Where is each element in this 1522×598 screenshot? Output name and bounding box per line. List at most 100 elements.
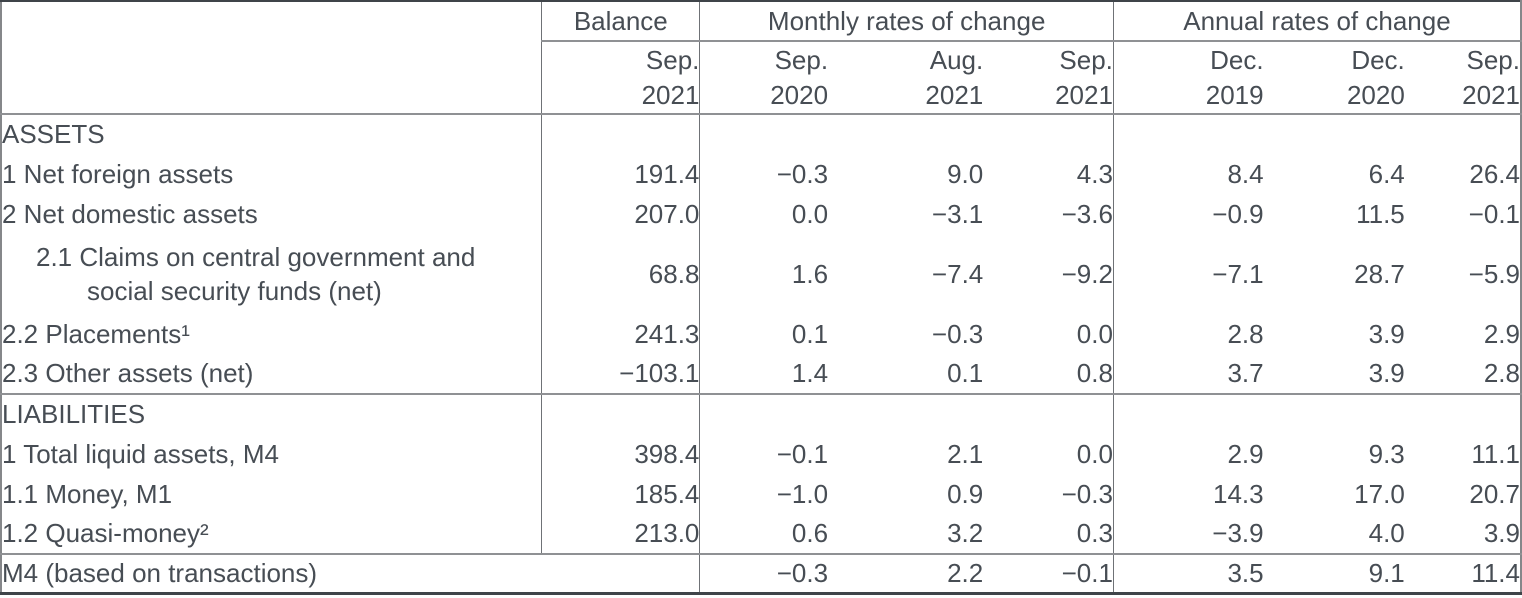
- col-header-monthly-2: Aug. 2021: [828, 41, 984, 115]
- section-row-liabilities: LIABILITIES: [1, 393, 1521, 434]
- cell-annual-1: −7.1: [1112, 234, 1264, 314]
- section-label: ASSETS: [2, 119, 105, 149]
- table-row: 2 Net domestic assets 207.0 0.0 −3.1 −3.…: [1, 194, 1521, 234]
- corner-cell: [1, 1, 542, 115]
- row-label: 2.3 Other assets (net): [2, 358, 254, 388]
- period-month: Dec.: [1210, 44, 1264, 75]
- cell-monthly-3: 0.0: [1076, 318, 1113, 349]
- table-body: ASSETS 1 Net foreign assets 191.4 −0.3 9…: [1, 114, 1521, 554]
- table-row: 1 Total liquid assets, M4 398.4 −0.1 2.1…: [1, 434, 1521, 474]
- cell-annual-3: 11.1: [1471, 438, 1520, 469]
- cell-monthly-2: 0.9: [947, 478, 984, 509]
- period-month: Dec.: [1351, 44, 1405, 75]
- period-year: 2020: [1346, 79, 1405, 110]
- period-month: Sep.: [774, 44, 829, 75]
- cell-monthly-1: −0.3: [699, 154, 829, 194]
- cell-monthly-1: −1.0: [699, 474, 829, 514]
- cell-monthly-3: −9.2: [1061, 258, 1113, 289]
- group-header-row: Balance Monthly rates of change Annual r…: [1, 1, 1521, 115]
- col-header-monthly-3: Sep. 2021: [983, 41, 1114, 115]
- col-header-monthly-1: Sep. 2020: [699, 41, 829, 115]
- cell-monthly-2: 2.1: [947, 438, 984, 469]
- cell-annual-2: 4.0: [1368, 518, 1405, 548]
- row-label: 1 Total liquid assets, M4: [2, 438, 279, 469]
- cell-balance: 207.0: [541, 194, 700, 234]
- period-year: 2019: [1205, 79, 1264, 110]
- col-header-balance-period: Sep. 2021: [541, 41, 700, 115]
- row-label-line1: 2.1 Claims on central government and: [36, 242, 476, 272]
- cell-balance: 398.4: [541, 434, 700, 474]
- cell-annual-3: 20.7: [1469, 478, 1520, 509]
- period-year: 2021: [1055, 79, 1113, 110]
- cell-monthly-3: 0.8: [1076, 358, 1113, 388]
- cell-monthly-1: 1.6: [699, 234, 829, 314]
- table-footer: M4 (based on transactions) −0.3 2.2 −0.1…: [1, 553, 1521, 593]
- cell-monthly-3: −3.6: [1061, 198, 1113, 229]
- cell-annual-3: −0.1: [1468, 198, 1520, 229]
- col-header-annual-2: Dec. 2020: [1263, 41, 1405, 115]
- cell-monthly-1: 0.0: [699, 194, 829, 234]
- period-year: 2021: [641, 79, 700, 110]
- row-label: 2 Net domestic assets: [2, 198, 258, 229]
- cell-balance: 241.3: [541, 314, 700, 354]
- period-month: Sep.: [645, 44, 700, 75]
- col-header-annual-3: Sep. 2021: [1404, 41, 1521, 115]
- cell-annual-3: −5.9: [1468, 258, 1520, 289]
- cell-annual-2: 9.3: [1368, 438, 1405, 469]
- cell-monthly-3: 0.3: [1076, 518, 1113, 548]
- cell-monthly-3: 4.3: [1076, 158, 1113, 189]
- cell-monthly-2: −7.4: [931, 258, 984, 289]
- cell-annual-2: 3.9: [1368, 358, 1405, 388]
- section-row-assets: ASSETS: [1, 114, 1521, 154]
- table-row: 2.2 Placements¹ 241.3 0.1 −0.3 0.0 2.8 3…: [1, 314, 1521, 354]
- period-year: 2020: [770, 79, 829, 110]
- cell-annual-1: 3.5: [1112, 553, 1264, 593]
- cell-monthly-1: −0.1: [699, 434, 829, 474]
- cell-annual-1: 2.9: [1112, 434, 1264, 474]
- cell-monthly-3: 0.0: [1076, 438, 1113, 469]
- cell-monthly-2: −3.1: [931, 198, 984, 229]
- group-header-monthly: Monthly rates of change: [699, 1, 1114, 42]
- group-header-annual: Annual rates of change: [1112, 1, 1521, 42]
- footer-row-m4-transactions: M4 (based on transactions) −0.3 2.2 −0.1…: [1, 553, 1521, 593]
- period-header-row: Sep. 2021 Sep. 2020 Aug. 2021 Sep. 2021 …: [1, 41, 1521, 115]
- col-header-balance: Balance: [541, 1, 700, 42]
- cell-annual-3: 3.9: [1483, 518, 1520, 548]
- cell-annual-1: 3.7: [1112, 354, 1264, 394]
- cell-annual-2: 17.0: [1354, 478, 1405, 509]
- cell-annual-1: −3.9: [1112, 514, 1264, 554]
- cell-annual-1: −0.9: [1112, 194, 1264, 234]
- cell-monthly-1: 1.4: [699, 354, 829, 394]
- footer-row-label: M4 (based on transactions): [1, 553, 700, 593]
- cell-monthly-2: 3.2: [947, 518, 984, 548]
- period-month: Sep.: [1466, 44, 1521, 75]
- table-header: Balance Monthly rates of change Annual r…: [1, 1, 1521, 115]
- cell-annual-3: 2.9: [1483, 318, 1520, 349]
- cell-monthly-3: −0.3: [1061, 478, 1113, 509]
- cell-annual-2: 9.1: [1263, 553, 1405, 593]
- cell-annual-3: 26.4: [1469, 158, 1520, 189]
- table-row: 1.2 Quasi-money² 213.0 0.6 3.2 0.3 −3.9 …: [1, 514, 1521, 554]
- period-month: Sep.: [1059, 44, 1113, 75]
- cell-annual-2: 6.4: [1368, 158, 1405, 189]
- section-label: LIABILITIES: [1, 393, 542, 434]
- row-label: 1.1 Money, M1: [2, 478, 173, 509]
- period-year: 2021: [925, 79, 984, 110]
- cell-monthly-1: 0.1: [699, 314, 829, 354]
- cell-annual-3: 2.8: [1483, 358, 1520, 388]
- table-row: 1 Net foreign assets 191.4 −0.3 9.0 4.3 …: [1, 154, 1521, 194]
- cell-monthly-2: −0.3: [931, 318, 984, 349]
- cell-annual-1: 2.8: [1112, 314, 1264, 354]
- cell-monthly-1: 0.6: [699, 514, 829, 554]
- period-year: 2021: [1462, 79, 1520, 110]
- cell-monthly-2: 9.0: [947, 158, 984, 189]
- period-month: Aug.: [929, 44, 984, 75]
- cell-annual-3: 11.4: [1404, 553, 1521, 593]
- cell-balance: 68.8: [541, 234, 700, 314]
- cell-annual-1: 8.4: [1112, 154, 1264, 194]
- cell-monthly-2: 2.2: [828, 553, 984, 593]
- cell-monthly-1: −0.3: [699, 553, 829, 593]
- cell-annual-1: 14.3: [1112, 474, 1264, 514]
